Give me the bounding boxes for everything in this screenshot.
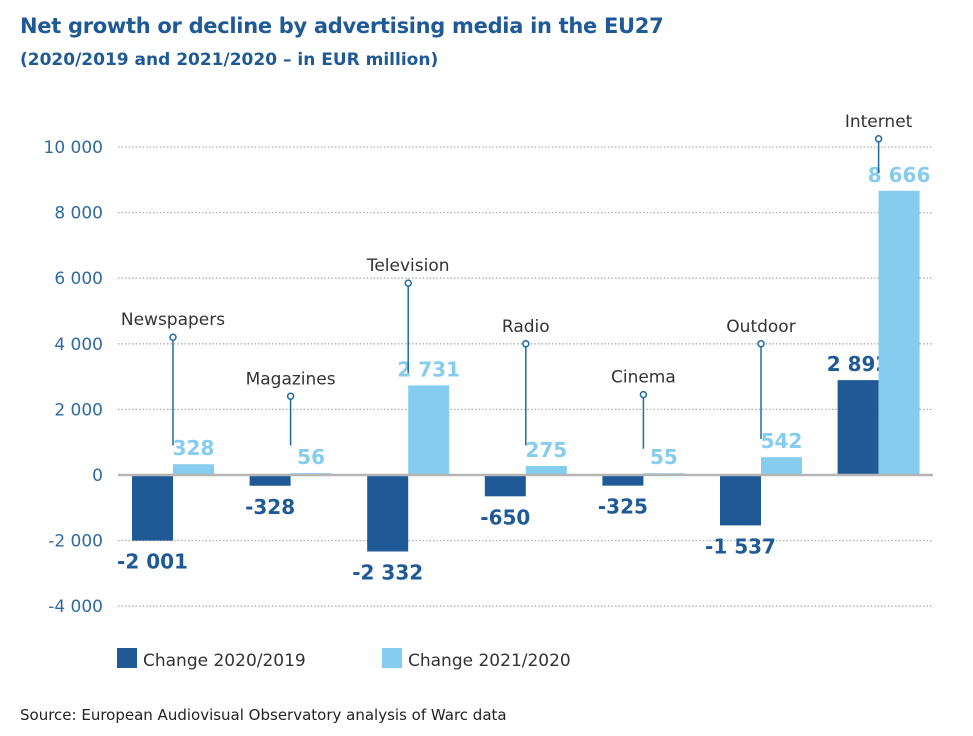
data-label: 8 666 xyxy=(868,163,931,187)
bar-2021-2020 xyxy=(408,385,450,475)
y-tick-label: 0 xyxy=(92,466,103,486)
y-tick-label: -4 000 xyxy=(48,597,103,617)
legend-label: Change 2020/2019 xyxy=(143,651,306,671)
bar-2021-2020 xyxy=(173,464,214,475)
bar-2020-2019 xyxy=(720,475,761,526)
callout-dot xyxy=(874,135,883,143)
callout-dot xyxy=(169,333,177,341)
legend-swatch xyxy=(117,648,137,668)
callout-dot xyxy=(404,279,412,287)
callout-dot xyxy=(286,392,295,401)
callout-dot xyxy=(522,340,530,348)
chart-title: Net growth or decline by advertising med… xyxy=(20,14,664,38)
bar-2020-2019 xyxy=(132,475,173,541)
legend-label: Change 2021/2020 xyxy=(408,651,571,671)
y-tick-label: 2 000 xyxy=(54,400,103,420)
category-label: Internet xyxy=(845,112,913,132)
data-label: -1 537 xyxy=(705,534,776,558)
callout-dot xyxy=(639,390,648,399)
data-label: 55 xyxy=(650,445,678,469)
bar-2020-2019 xyxy=(837,380,879,475)
category-label: Magazines xyxy=(246,369,336,389)
data-label: -325 xyxy=(598,495,648,519)
category-label: Newspapers xyxy=(121,310,225,330)
category-label: Outdoor xyxy=(726,317,795,337)
data-label: 542 xyxy=(761,429,803,453)
legend-swatch xyxy=(382,648,402,668)
y-tick-label: 10 000 xyxy=(44,138,103,158)
bar-2020-2019 xyxy=(367,475,409,552)
bar-2021-2020 xyxy=(525,465,567,475)
category-label: Television xyxy=(366,256,450,276)
bar-2021-2020 xyxy=(761,457,802,475)
y-tick-label: -2 000 xyxy=(48,532,103,552)
source-note: Source: European Audiovisual Observatory… xyxy=(20,706,507,724)
data-label: -650 xyxy=(480,505,530,529)
data-label: -2 332 xyxy=(352,560,423,584)
bar-2020-2019 xyxy=(602,475,644,486)
chart-subtitle: (2020/2019 and 2021/2020 – in EUR millio… xyxy=(20,50,439,70)
data-label: 56 xyxy=(297,445,325,469)
data-label: -328 xyxy=(245,495,295,519)
callout-dot xyxy=(757,340,765,348)
data-label: -2 001 xyxy=(117,550,188,574)
category-label: Radio xyxy=(502,317,550,337)
category-label: Cinema xyxy=(611,368,676,388)
data-label: 328 xyxy=(173,436,215,460)
data-label: 2 731 xyxy=(397,357,460,381)
bar-2020-2019 xyxy=(249,475,291,486)
y-tick-label: 6 000 xyxy=(54,269,103,289)
y-tick-label: 4 000 xyxy=(54,335,103,355)
data-label: 275 xyxy=(525,438,567,462)
y-tick-label: 8 000 xyxy=(54,204,103,224)
bar-2021-2020 xyxy=(878,190,920,476)
bar-2020-2019 xyxy=(484,475,526,497)
